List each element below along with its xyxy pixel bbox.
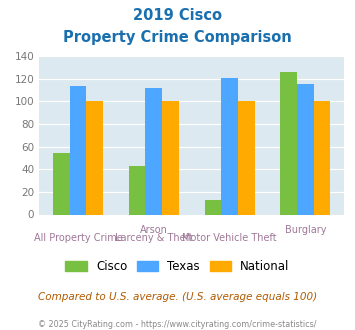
Bar (129, 166, 146, 214)
Bar (86, 101, 103, 214)
Bar (221, 78, 238, 214)
Text: 2019 Cisco: 2019 Cisco (133, 8, 222, 23)
Text: Compared to U.S. average. (U.S. average equals 100): Compared to U.S. average. (U.S. average … (38, 292, 317, 302)
Bar (146, 88, 162, 214)
Text: Property Crime Comparison: Property Crime Comparison (63, 30, 292, 45)
Text: © 2025 CityRating.com - https://www.cityrating.com/crime-statistics/: © 2025 CityRating.com - https://www.city… (38, 320, 317, 329)
Bar (162, 101, 179, 214)
Legend: Cisco, Texas, National: Cisco, Texas, National (62, 257, 293, 277)
Bar (238, 101, 255, 214)
Text: All Property Crime: All Property Crime (34, 233, 122, 243)
Bar (280, 72, 297, 215)
Bar (70, 85, 86, 214)
Bar (314, 101, 331, 214)
Text: Motor Vehicle Theft: Motor Vehicle Theft (182, 233, 277, 243)
Bar (204, 200, 221, 215)
Bar (297, 84, 314, 214)
Text: Burglary: Burglary (285, 225, 326, 235)
Bar (53, 153, 70, 214)
Text: Larceny & Theft: Larceny & Theft (115, 233, 193, 243)
Text: Arson: Arson (140, 225, 168, 235)
